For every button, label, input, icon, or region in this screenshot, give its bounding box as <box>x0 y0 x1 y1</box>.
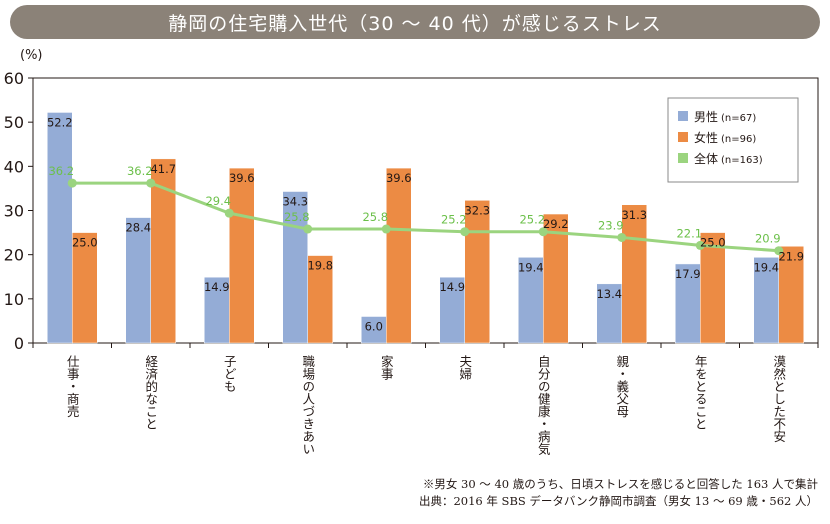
data-label-total: 25.8 <box>284 210 310 224</box>
footnote-line-1: ※男女 30 〜 40 歳のうち、日頃ストレスを感じると回答した 163 人で集… <box>422 477 818 491</box>
data-label-男性: 17.9 <box>675 267 701 281</box>
legend-swatch <box>678 153 688 163</box>
line-total <box>72 181 779 253</box>
point-total <box>460 227 470 237</box>
bar-男性 <box>47 112 73 344</box>
point-total <box>695 240 705 250</box>
point-total <box>381 224 391 234</box>
data-label-女性: 25.0 <box>700 236 726 250</box>
point-total <box>224 208 234 218</box>
data-label-男性: 19.4 <box>753 260 779 274</box>
legend-swatch <box>678 111 688 121</box>
bar-女性 <box>229 167 255 344</box>
data-label-total: 25.2 <box>519 213 545 227</box>
point-total <box>538 227 548 237</box>
bar-女性 <box>543 213 569 344</box>
bar-男性 <box>282 191 308 344</box>
y-tick-label: 10 <box>4 290 24 309</box>
legend-label: 女性 (n=96) <box>694 130 756 145</box>
data-label-女性: 41.7 <box>150 162 176 176</box>
x-category-label: 親・義父母 <box>614 355 629 418</box>
x-category-label: 子ども <box>222 355 237 393</box>
y-tick-label: 20 <box>4 246 24 265</box>
footnote-line-2: 出典：2016 年 SBS データバンク静岡市調査（男女 13 〜 69 歳・5… <box>418 494 818 508</box>
bar-女性 <box>621 204 647 344</box>
bar-男性 <box>596 283 622 344</box>
x-category-label: 年をとること <box>693 355 708 430</box>
legend-label: 男性 (n=67) <box>694 110 756 124</box>
title-bar: 静岡の住宅購入世代（30 〜 40 代）が感じるストレス <box>10 5 820 39</box>
data-label-total: 29.4 <box>205 194 231 208</box>
bar-男性 <box>125 217 151 344</box>
x-category-label: 自分の健康・病気 <box>536 355 551 456</box>
chart: 0 10 20 30 40 50 60 (%) 52.2 25.0 28.4 41.7 14.9 39.6… <box>4 48 819 456</box>
data-label-女性: 29.2 <box>543 217 569 231</box>
bar-女性 <box>307 255 333 344</box>
data-label-total: 22.1 <box>676 226 702 240</box>
point-total <box>774 246 784 256</box>
y-tick-label: 40 <box>4 157 24 176</box>
x-category-label: 仕事・商売 <box>65 355 80 418</box>
bar-女性 <box>778 246 804 344</box>
legend <box>667 97 799 183</box>
data-label-女性: 19.8 <box>307 259 333 273</box>
legend-swatch <box>678 132 688 142</box>
data-label-女性: 39.6 <box>229 171 255 185</box>
x-category-label: 夫婦 <box>457 355 472 380</box>
y-axis-unit: (%) <box>20 48 43 63</box>
bar-女性 <box>386 167 412 344</box>
bar-男性 <box>204 276 230 344</box>
data-label-男性: 14.9 <box>204 280 230 294</box>
bar-男性 <box>675 263 701 344</box>
point-total <box>67 178 77 188</box>
bar-男性 <box>518 257 544 344</box>
data-label-男性: 14.9 <box>439 280 465 294</box>
bar-女性 <box>72 232 98 344</box>
legend-label: 全体 (n=163) <box>694 151 763 166</box>
x-category-label: 職場の人づきあい <box>300 355 315 455</box>
data-label-男性: 34.3 <box>282 195 308 209</box>
data-label-女性: 39.6 <box>386 171 412 185</box>
data-label-total: 25.8 <box>362 210 388 224</box>
data-label-女性: 31.3 <box>621 208 647 222</box>
data-label-女性: 25.0 <box>72 236 98 250</box>
data-label-total: 20.9 <box>755 232 781 246</box>
bar-女性 <box>700 232 726 344</box>
point-total <box>617 232 627 242</box>
footnote: ※男女 30 〜 40 歳のうち、日頃ストレスを感じると回答した 163 人で集… <box>419 476 818 510</box>
data-label-total: 25.2 <box>441 213 467 227</box>
bar-女性 <box>464 200 490 344</box>
data-label-女性: 21.9 <box>778 249 804 263</box>
data-label-男性: 13.4 <box>596 287 622 301</box>
y-tick-label: 60 <box>4 69 24 88</box>
point-total <box>303 224 313 234</box>
data-label-男性: 19.4 <box>518 260 544 274</box>
y-tick-label: 50 <box>4 113 24 132</box>
data-label-男性: 52.2 <box>47 115 73 129</box>
x-category-label: 経済的なこと <box>143 355 158 430</box>
data-label-男性: 28.4 <box>125 221 151 235</box>
point-total <box>146 178 156 188</box>
data-label-女性: 32.3 <box>464 203 490 217</box>
data-label-total: 23.9 <box>598 218 624 232</box>
x-category-label: 家事 <box>379 354 394 380</box>
bar-男性 <box>361 316 387 344</box>
data-label-total: 36.2 <box>127 164 153 178</box>
bar-男性 <box>753 257 779 344</box>
data-label-男性: 6.0 <box>365 320 383 334</box>
x-category-label: 漠然とした不安 <box>771 355 786 443</box>
chart-title: 静岡の住宅購入世代（30 〜 40 代）が感じるストレス <box>168 12 662 35</box>
bar-男性 <box>439 276 465 344</box>
y-tick-label: 0 <box>14 334 24 353</box>
y-tick-label: 30 <box>4 202 24 221</box>
data-label-total: 36.2 <box>48 164 74 178</box>
